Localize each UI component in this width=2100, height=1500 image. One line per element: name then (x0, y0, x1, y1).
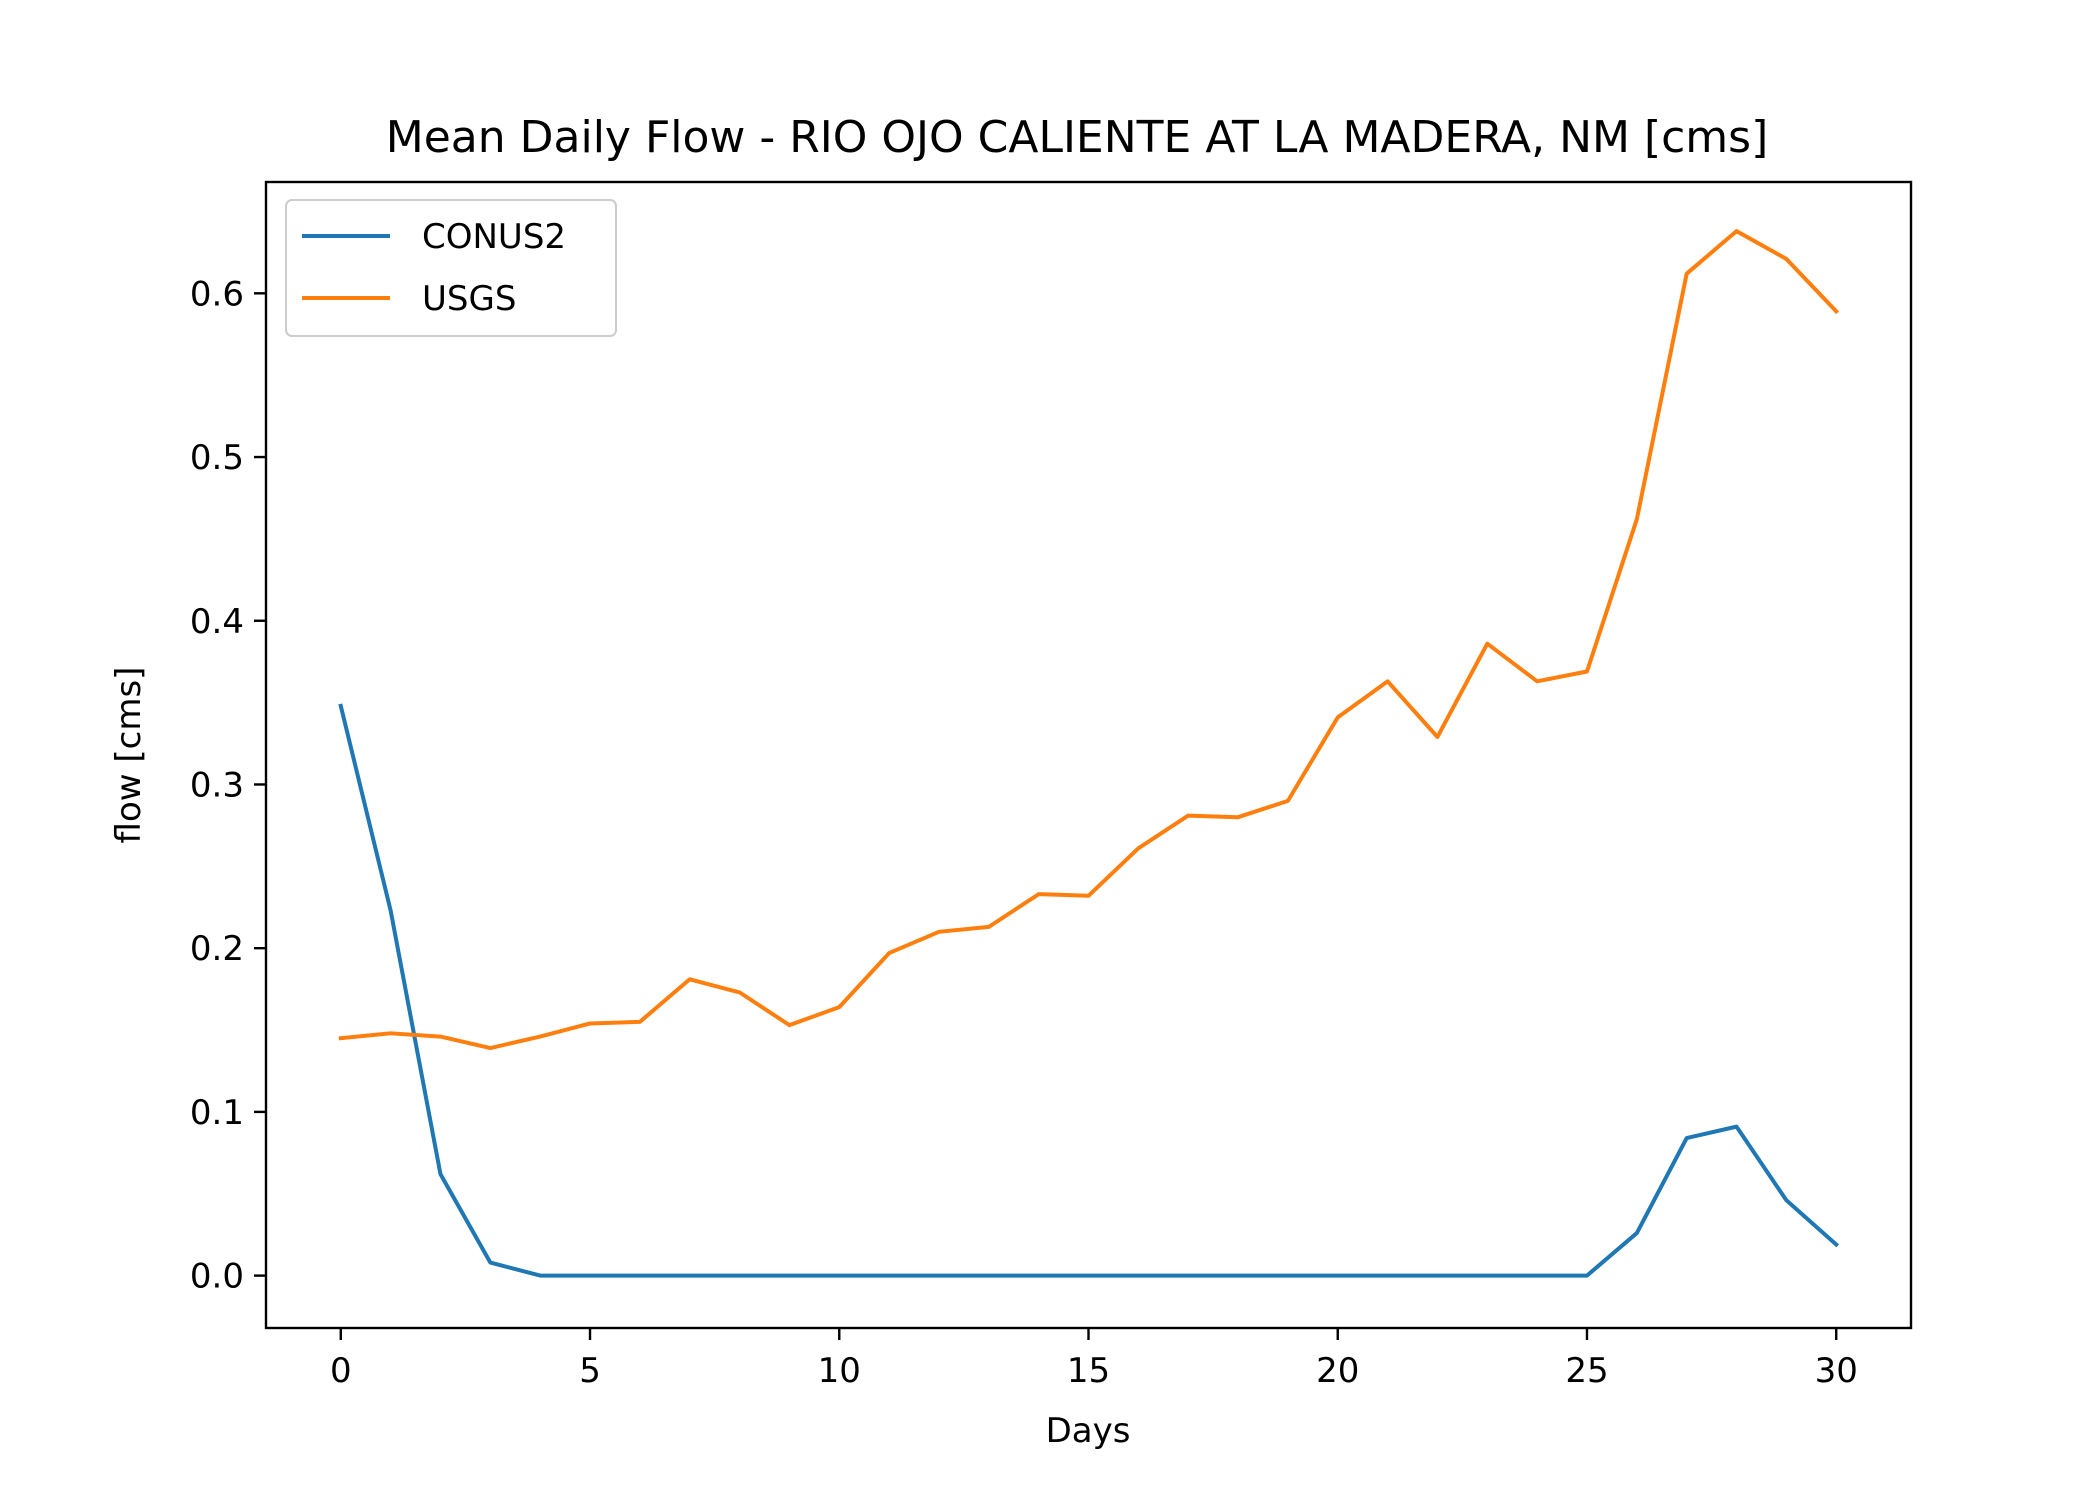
y-axis-label: flow [cms] (109, 667, 149, 844)
x-tick-label: 20 (1316, 1351, 1359, 1391)
y-tick-label: 0.3 (190, 765, 244, 805)
x-tick-label: 15 (1067, 1351, 1110, 1391)
series-line-conus2 (338, 703, 1840, 1278)
y-tick-label: 0.1 (190, 1093, 244, 1133)
y-tick-label: 0.2 (190, 929, 244, 969)
plot-lines (338, 229, 1840, 1278)
x-tick-label: 0 (330, 1351, 352, 1391)
legend: CONUS2 USGS (285, 199, 617, 337)
x-axis: 0 5 10 15 20 25 30 (330, 1328, 1858, 1391)
x-tick-label: 30 (1815, 1351, 1858, 1391)
series-line-usgs (338, 229, 1840, 1051)
x-axis-label: Days (1046, 1411, 1131, 1451)
y-axis: 0.0 0.1 0.2 0.3 0.4 0.5 0.6 (190, 274, 266, 1297)
y-tick-label: 0.0 (190, 1257, 244, 1297)
legend-label-usgs: USGS (422, 279, 516, 319)
y-tick-label: 0.5 (190, 438, 244, 478)
x-tick-label: 5 (579, 1351, 601, 1391)
x-tick-label: 25 (1565, 1351, 1608, 1391)
y-tick-label: 0.6 (190, 274, 244, 314)
y-tick-label: 0.4 (190, 602, 244, 642)
chart-title: Mean Daily Flow - RIO OJO CALIENTE AT LA… (386, 112, 1769, 163)
legend-label-conus2: CONUS2 (422, 217, 566, 257)
x-tick-label: 10 (818, 1351, 861, 1391)
